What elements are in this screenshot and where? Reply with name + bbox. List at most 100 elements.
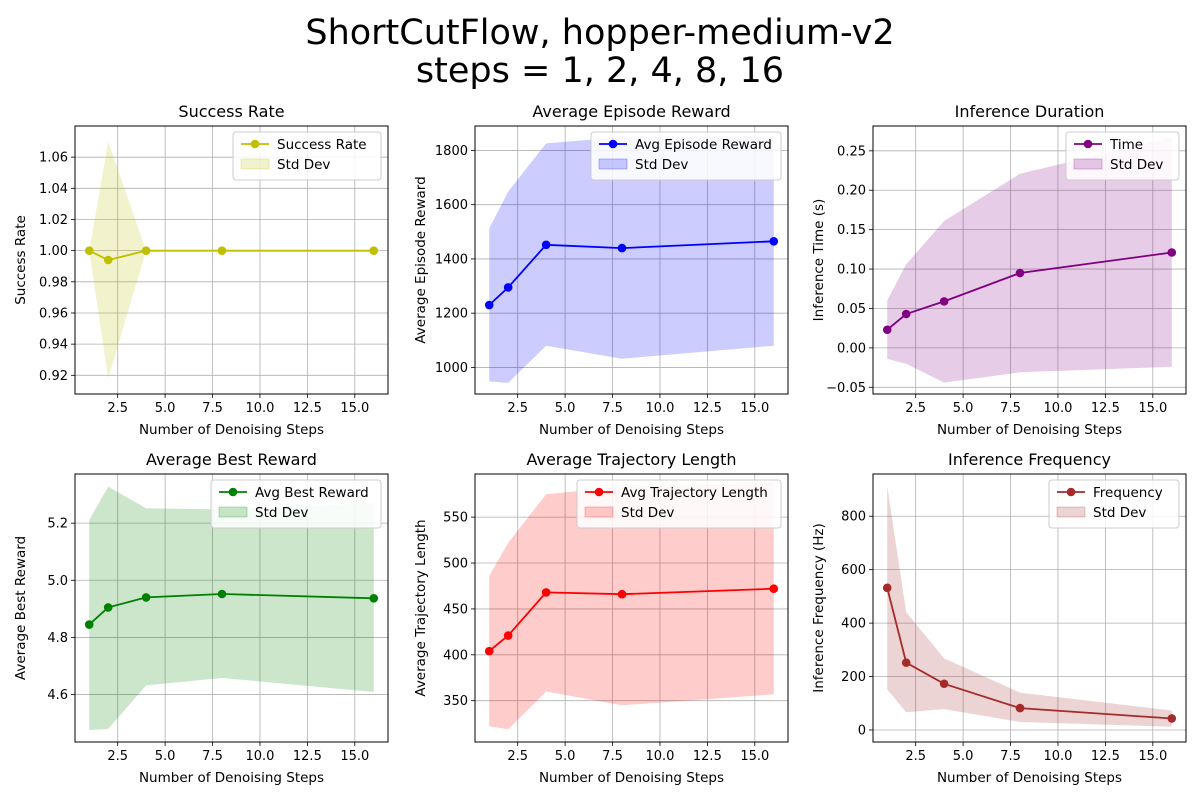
data-point	[617, 243, 627, 253]
axes-frame	[74, 125, 389, 395]
x-tick-label: 10.0	[245, 401, 274, 416]
subplot-4: 2.5 5.0 7.5 10.0 12.5 15.0 4.6 4.8 5.0 5.2 Average…	[13, 450, 389, 786]
x-tick-label: 15.0	[740, 749, 769, 764]
y-tick-label: 350	[443, 694, 468, 709]
y-tick-label: 0.25	[837, 144, 866, 159]
y-tick-label: 600	[841, 563, 866, 578]
subplot-title: Average Best Reward	[146, 450, 317, 469]
legend: Avg Trajectory Length Std Dev	[576, 479, 782, 529]
y-tick-label: 1.06	[39, 151, 68, 166]
y-axis-label: Average Episode Reward	[413, 176, 429, 343]
y-axis-label: Inference Time (s)	[811, 199, 827, 322]
y-tick-label: −0.05	[826, 381, 866, 396]
y-tick-label: 0.05	[837, 302, 866, 317]
subplot-6: 2.5 5.0 7.5 10.0 12.5 15.0 0 200 400 600 800 Infere…	[811, 450, 1187, 786]
subplot-title: Average Episode Reward	[532, 102, 730, 121]
data-point	[882, 583, 892, 593]
x-tick-label: 10.0	[1043, 749, 1072, 764]
x-tick-label: 12.5	[1091, 749, 1120, 764]
y-tick-label: 0	[858, 723, 866, 738]
data-point	[939, 297, 949, 306]
std-dev-band	[489, 482, 774, 730]
legend-label-band: Std Dev	[255, 505, 308, 521]
y-tick-label: 1800	[435, 144, 468, 159]
data-point	[769, 584, 779, 594]
y-axis-label: Success Rate	[13, 215, 29, 305]
data-point	[217, 246, 227, 255]
data-point	[901, 309, 911, 319]
x-tick-label: 12.5	[693, 749, 722, 764]
legend: Time Std Dev	[1065, 131, 1180, 181]
x-tick-label: 12.5	[293, 749, 322, 764]
axes-frame	[872, 473, 1187, 743]
y-tick-label: 5.0	[47, 574, 68, 589]
y-tick-label: 200	[841, 670, 866, 685]
x-tick-label: 5.0	[155, 749, 176, 764]
subplot-3: 2.5 5.0 7.5 10.0 12.5 15.0 −0.05 0.00 0.05 0.10 0.…	[811, 102, 1187, 438]
x-tick-label: 10.0	[245, 749, 274, 764]
y-tick-label: 0.10	[837, 263, 866, 278]
y-tick-label: 400	[841, 617, 866, 632]
y-tick-label: 1600	[435, 198, 468, 213]
data-point	[541, 240, 551, 250]
legend: Avg Best Reward Std Dev	[210, 479, 382, 529]
data-point	[882, 325, 892, 335]
x-tick-label: 15.0	[1138, 749, 1167, 764]
legend: Frequency Std Dev	[1048, 479, 1180, 529]
legend-label-series: Avg Best Reward	[255, 485, 369, 501]
axes-frame	[872, 125, 1187, 395]
x-tick-label: 12.5	[693, 401, 722, 416]
std-dev-band	[887, 137, 1172, 383]
y-tick-label: 550	[443, 511, 468, 526]
data-point	[503, 631, 513, 640]
axes-frame	[474, 125, 789, 395]
x-axis-label: Number of Denoising Steps	[139, 770, 324, 786]
legend-band-swatch	[218, 506, 248, 518]
legend-box	[576, 479, 782, 529]
x-tick-label: 7.5	[602, 401, 623, 416]
data-point	[217, 589, 227, 599]
x-axis-label: Number of Denoising Steps	[937, 422, 1122, 438]
x-tick-label: 12.5	[293, 401, 322, 416]
x-tick-label: 2.5	[107, 401, 128, 416]
legend-label-band: Std Dev	[1110, 157, 1163, 173]
legend-marker-swatch	[594, 487, 604, 497]
subplot-title: Inference Duration	[955, 102, 1105, 121]
data-point	[1167, 714, 1177, 723]
x-tick-label: 7.5	[202, 749, 223, 764]
x-tick-label: 7.5	[602, 749, 623, 764]
legend: Success Rate Std Dev	[232, 131, 382, 181]
legend-marker-swatch	[1083, 139, 1093, 149]
legend-box	[232, 131, 382, 181]
x-tick-label: 5.0	[555, 401, 576, 416]
subplot-title: Average Trajectory Length	[526, 450, 736, 469]
y-tick-label: 4.6	[47, 688, 68, 703]
y-tick-label: 1400	[435, 252, 468, 267]
data-point	[484, 300, 494, 310]
x-axis-label: Number of Denoising Steps	[937, 770, 1122, 786]
data-point	[769, 236, 779, 246]
legend-band-swatch	[598, 158, 628, 170]
subplot-title: Inference Frequency	[948, 450, 1111, 469]
data-point	[84, 620, 94, 629]
legend-band-swatch	[240, 158, 270, 170]
legend-band-swatch	[1056, 506, 1086, 518]
subplot-5: 2.5 5.0 7.5 10.0 12.5 15.0 350 400 450 500 550 Aver…	[413, 450, 789, 786]
figure-title-line-2: steps = 1, 2, 4, 8, 16	[415, 51, 785, 91]
legend-marker-swatch	[250, 139, 260, 149]
legend-box	[210, 479, 382, 529]
legend-label-band: Std Dev	[1093, 505, 1146, 521]
data-point	[103, 255, 113, 265]
x-tick-label: 7.5	[1000, 749, 1021, 764]
y-tick-label: 0.15	[837, 223, 866, 238]
x-tick-label: 15.0	[340, 401, 369, 416]
y-tick-label: 450	[443, 602, 468, 617]
x-tick-label: 5.0	[555, 749, 576, 764]
x-tick-label: 2.5	[107, 749, 128, 764]
axes-frame	[74, 473, 389, 743]
y-tick-label: 0.94	[39, 338, 68, 353]
x-tick-label: 5.0	[953, 401, 974, 416]
x-axis-label: Number of Denoising Steps	[539, 770, 724, 786]
